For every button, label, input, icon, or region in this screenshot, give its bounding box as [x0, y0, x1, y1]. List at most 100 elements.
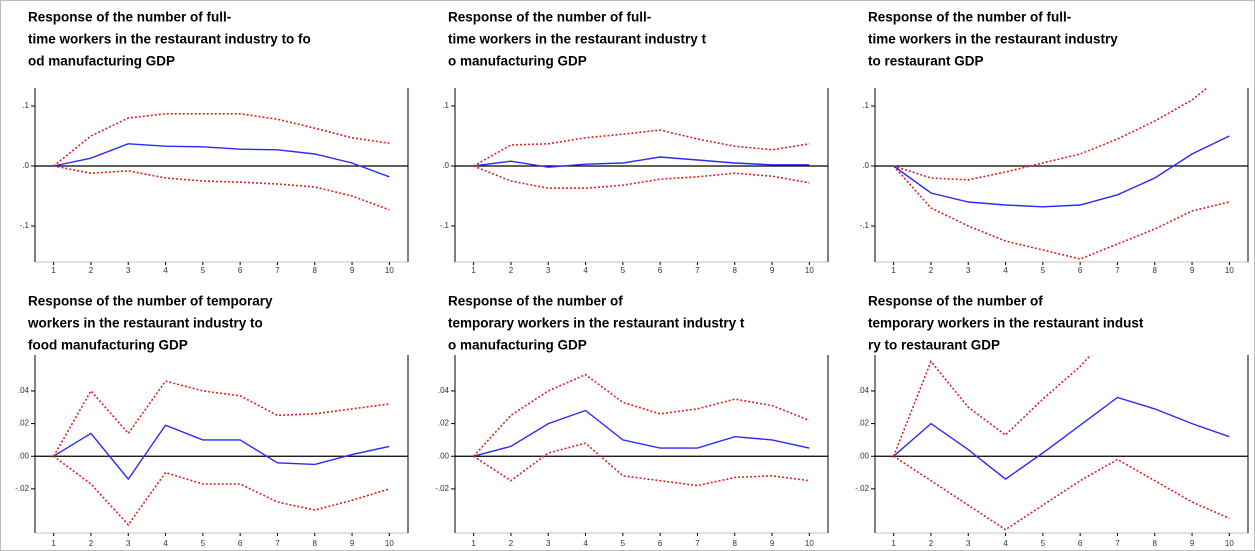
y-tick-label: -.1 [860, 221, 870, 230]
chart-title: od manufacturing GDP [28, 54, 175, 69]
y-tick-label: .1 [862, 101, 869, 110]
x-tick-label: 4 [1003, 539, 1008, 548]
y-tick-label: .04 [18, 386, 30, 395]
x-tick-label: 10 [385, 266, 394, 275]
band-line [473, 129, 810, 167]
x-tick-label: 5 [201, 266, 206, 275]
response-line [473, 409, 810, 457]
band-line [53, 113, 390, 167]
chart-title: time workers in the restaurant industry [868, 32, 1118, 47]
y-tick-label: .1 [22, 101, 29, 110]
chart-title: Response of the number of full- [868, 10, 1071, 25]
chart-title: temporary workers in the restaurant indu… [868, 316, 1144, 331]
x-tick-label: 3 [966, 539, 971, 548]
x-tick-label: 6 [238, 266, 243, 275]
x-tick-label: 8 [1153, 539, 1158, 548]
chart-title: Response of the number of [448, 294, 623, 309]
x-tick-label: 5 [621, 539, 626, 548]
x-tick-label: 9 [1190, 266, 1195, 275]
band-line [473, 373, 810, 457]
chart-title: Response of the number of temporary [28, 294, 273, 309]
x-tick-label: 3 [126, 266, 131, 275]
x-tick-label: 4 [583, 266, 588, 275]
band-line [893, 88, 1209, 181]
y-tick-label: .02 [858, 419, 870, 428]
x-tick-label: 5 [1041, 266, 1046, 275]
x-tick-label: 9 [770, 266, 775, 275]
y-tick-label: .0 [22, 161, 29, 170]
x-tick-label: 2 [89, 266, 94, 275]
x-tick-label: 8 [1153, 266, 1158, 275]
x-tick-label: 1 [891, 266, 896, 275]
x-tick-label: 2 [929, 539, 934, 548]
x-tick-label: 8 [733, 539, 738, 548]
chart-title: ry to restaurant GDP [868, 338, 1000, 353]
chart-title: Response of the number of full- [28, 10, 231, 25]
band-line [893, 165, 1230, 260]
response-line [893, 396, 1230, 480]
x-tick-label: 7 [695, 539, 700, 548]
chart-title: o manufacturing GDP [448, 54, 587, 69]
y-tick-label: -.02 [855, 484, 869, 493]
x-tick-label: 10 [805, 539, 814, 548]
x-tick-label: 1 [51, 539, 56, 548]
y-tick-label: .1 [442, 101, 449, 110]
response-line [53, 143, 390, 178]
x-tick-label: 7 [1115, 266, 1120, 275]
chart-title: to restaurant GDP [868, 54, 984, 69]
x-tick-label: 4 [1003, 266, 1008, 275]
x-tick-label: 10 [805, 266, 814, 275]
x-tick-label: 1 [471, 266, 476, 275]
band-line [893, 455, 1230, 531]
x-tick-label: 2 [509, 539, 514, 548]
chart-title: time workers in the restaurant industry … [28, 32, 311, 47]
x-tick-label: 8 [733, 266, 738, 275]
x-tick-label: 3 [966, 266, 971, 275]
chart-title: Response of the number of full- [448, 10, 651, 25]
y-tick-label: .00 [18, 451, 30, 460]
y-tick-label: -.1 [20, 221, 30, 230]
x-tick-label: 7 [275, 266, 280, 275]
x-tick-label: 5 [1041, 539, 1046, 548]
x-tick-label: 3 [126, 539, 131, 548]
x-tick-label: 6 [1078, 539, 1083, 548]
x-tick-label: 4 [163, 266, 168, 275]
band-line [892, 355, 1092, 457]
band-line [53, 165, 390, 211]
y-tick-label: .00 [438, 451, 450, 460]
y-tick-label: -.02 [435, 484, 449, 493]
x-tick-label: 10 [1225, 266, 1234, 275]
x-tick-label: 2 [929, 266, 934, 275]
y-tick-label: .04 [438, 386, 450, 395]
band-line [53, 455, 390, 527]
y-tick-label: .02 [18, 419, 30, 428]
x-tick-label: 9 [350, 266, 355, 275]
x-tick-label: 6 [238, 539, 243, 548]
x-tick-label: 2 [89, 539, 94, 548]
chart-title: Response of the number of [868, 294, 1043, 309]
y-tick-label: .04 [858, 386, 870, 395]
chart-title: time workers in the restaurant industry … [448, 32, 707, 47]
band-line [473, 165, 810, 189]
x-tick-label: 10 [385, 539, 394, 548]
response-line [893, 135, 1230, 208]
x-tick-label: 1 [471, 539, 476, 548]
x-tick-label: 9 [350, 539, 355, 548]
x-tick-label: 6 [658, 266, 663, 275]
x-tick-label: 9 [1190, 539, 1195, 548]
y-tick-label: -.02 [15, 484, 29, 493]
x-tick-label: 6 [658, 539, 663, 548]
response-line [53, 424, 390, 481]
x-tick-label: 1 [51, 266, 56, 275]
y-tick-label: .00 [858, 451, 870, 460]
y-tick-label: -.1 [440, 221, 450, 230]
x-tick-label: 7 [695, 266, 700, 275]
x-tick-label: 3 [546, 266, 551, 275]
x-tick-label: 6 [1078, 266, 1083, 275]
x-tick-label: 5 [621, 266, 626, 275]
chart-title: food manufacturing GDP [28, 338, 188, 353]
x-tick-label: 10 [1225, 539, 1234, 548]
chart-title: temporary workers in the restaurant indu… [448, 316, 745, 331]
